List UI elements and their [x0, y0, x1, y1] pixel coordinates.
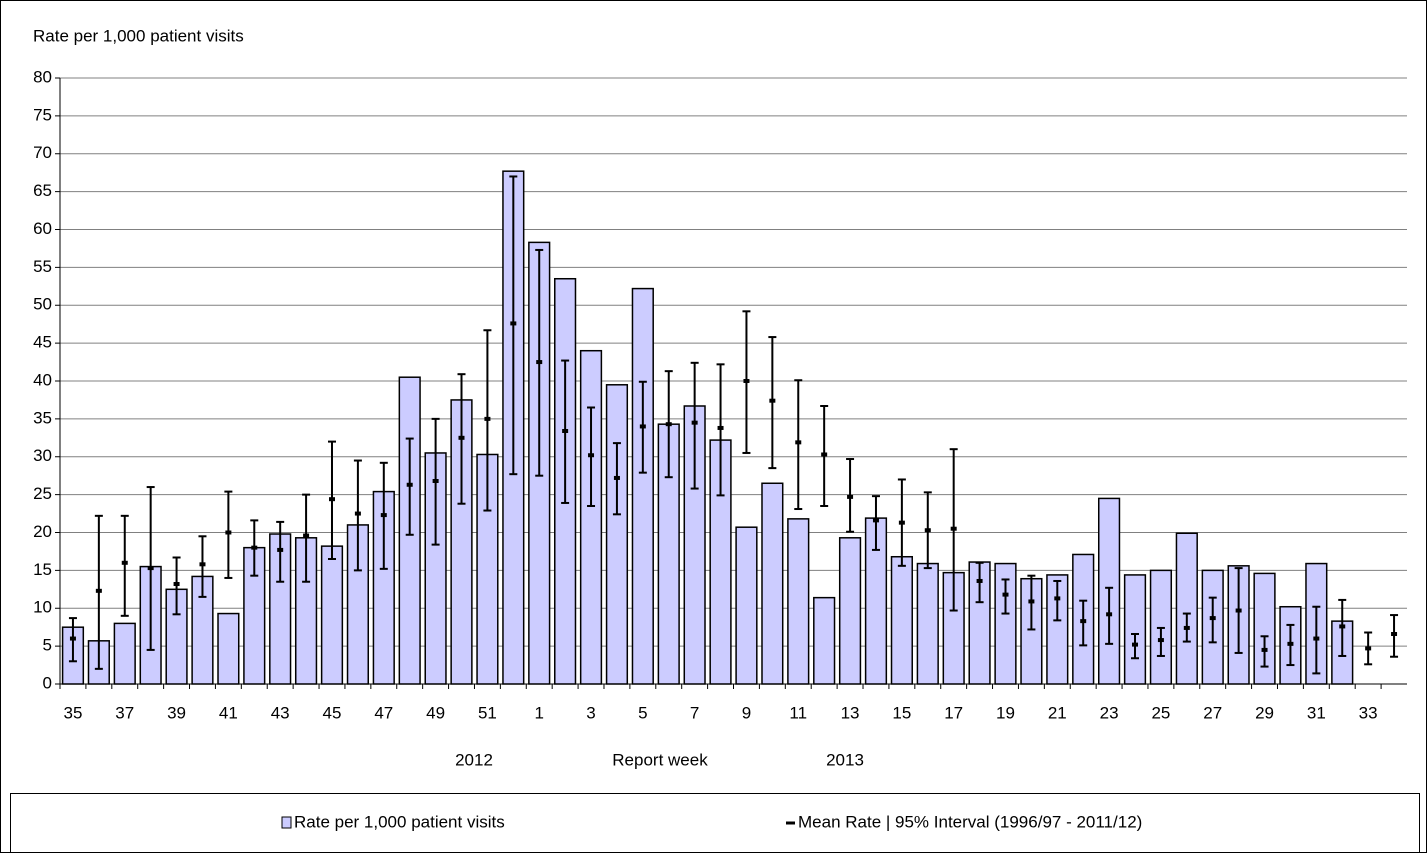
x-tick-label: 15	[892, 703, 911, 722]
y-tick-label: 25	[33, 484, 52, 503]
y-tick-label: 70	[33, 143, 52, 162]
x-tick-label: 49	[426, 703, 445, 722]
bar	[813, 596, 836, 685]
y-tick-label: 55	[33, 257, 52, 276]
y-tick-label: 0	[43, 673, 52, 692]
y-tick-label: 80	[33, 67, 52, 86]
legend-box	[10, 793, 1420, 853]
bar	[605, 384, 629, 685]
bar	[631, 287, 654, 685]
bar	[735, 526, 758, 685]
x-tick-label: 13	[841, 703, 860, 722]
x-tick-label: 37	[115, 703, 134, 722]
x-tick-label: 25	[1151, 703, 1170, 722]
x-tick-label: 19	[996, 703, 1015, 722]
x-tick-label: 45	[323, 703, 342, 722]
y-tick-label: 45	[33, 333, 52, 352]
year-label: 2013	[826, 750, 864, 769]
y-tick-label: 10	[33, 598, 52, 617]
x-tick-label: 35	[63, 703, 82, 722]
bar	[320, 545, 344, 685]
y-tick-label: 35	[33, 408, 52, 427]
x-tick-label: 1	[534, 703, 543, 722]
y-tick-label: 5	[43, 636, 52, 655]
year-label: 2012	[455, 750, 493, 769]
x-tick-label: 31	[1307, 703, 1326, 722]
bar	[890, 555, 913, 685]
x-axis-label: Report week	[612, 750, 708, 769]
y-tick-label: 20	[33, 522, 52, 541]
y-tick-label: 50	[33, 295, 52, 314]
x-tick-label: 9	[742, 703, 751, 722]
x-tick-label: 5	[638, 703, 647, 722]
bar	[916, 562, 939, 685]
bar	[217, 612, 240, 685]
x-tick-label: 51	[478, 703, 497, 722]
y-tick-label: 65	[33, 181, 52, 200]
x-tick-label: 43	[271, 703, 290, 722]
bar	[579, 349, 603, 685]
x-tick-label: 27	[1203, 703, 1222, 722]
x-tick-label: 21	[1048, 703, 1067, 722]
bar	[787, 518, 810, 685]
x-tick-label: 3	[586, 703, 595, 722]
y-tick-label: 15	[33, 560, 52, 579]
y-tick-label: 75	[33, 105, 52, 124]
bar	[761, 482, 784, 685]
y-tick-label: 40	[33, 370, 52, 389]
bar	[838, 537, 862, 685]
legend-label: Rate per 1,000 patient visits	[294, 812, 505, 831]
y-tick-label: 30	[33, 446, 52, 465]
x-tick-label: 7	[690, 703, 699, 722]
x-tick-label: 23	[1100, 703, 1119, 722]
bar	[1123, 574, 1147, 685]
x-tick-label: 11	[789, 703, 807, 722]
bar	[113, 622, 136, 685]
x-tick-label: 47	[374, 703, 393, 722]
x-tick-label: 41	[219, 703, 238, 722]
legend-label: Mean Rate | 95% Interval (1996/97 - 2011…	[798, 812, 1142, 831]
x-tick-label: 17	[944, 703, 963, 722]
legend-swatch	[281, 816, 292, 829]
bar	[1175, 532, 1198, 685]
y-tick-label: 60	[33, 219, 52, 238]
x-tick-label: 29	[1255, 703, 1274, 722]
y-axis-label: Rate per 1,000 patient visits	[33, 26, 244, 45]
x-tick-label: 39	[167, 703, 186, 722]
x-tick-label: 33	[1359, 703, 1378, 722]
